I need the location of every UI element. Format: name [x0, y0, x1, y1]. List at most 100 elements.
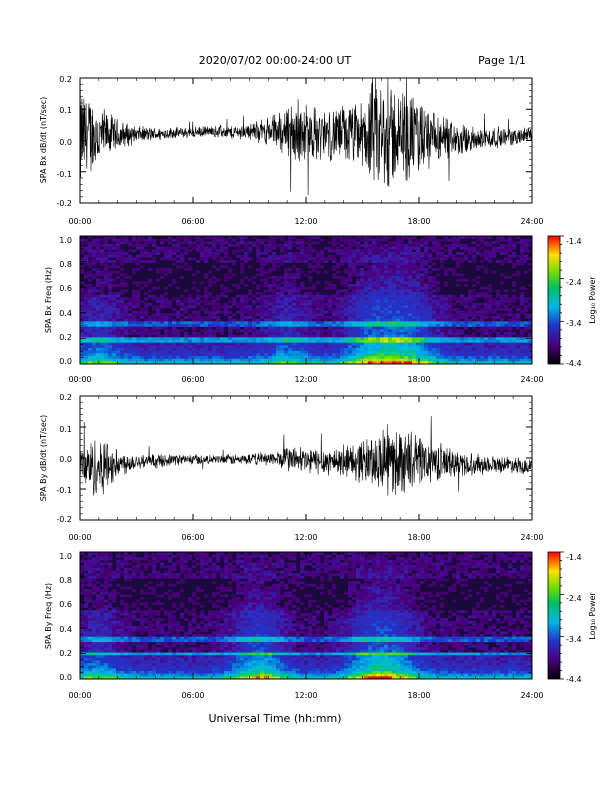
spectrogram-cell: [180, 324, 185, 327]
spectrogram-cell: [408, 252, 413, 255]
spectrogram-cell: [224, 305, 229, 309]
spectrogram-cell: [260, 353, 265, 357]
spectrogram-cell: [484, 292, 489, 295]
spectrogram-cell: [84, 565, 89, 569]
spectrogram-cell: [164, 249, 169, 253]
spectrogram-cell: [408, 316, 413, 319]
spectrogram-cell: [80, 353, 85, 357]
spectrogram-cell: [228, 300, 233, 303]
spectrogram-cell: [200, 281, 205, 285]
spectrogram-cell: [320, 358, 325, 362]
spectrogram-cell: [140, 591, 145, 595]
spectrogram-cell: [348, 254, 353, 258]
spectrogram-cell: [140, 313, 145, 317]
spectrogram-cell: [512, 265, 517, 269]
spectrogram-cell: [300, 340, 305, 343]
spectrogram-cell: [496, 246, 501, 250]
spectrogram-cell: [244, 308, 249, 311]
spectrogram-cell: [352, 244, 357, 247]
spectrogram-cell: [352, 350, 357, 354]
spectrogram-cell: [344, 332, 349, 335]
spectrogram-cell: [344, 324, 349, 327]
spectrogram-cell: [356, 241, 361, 245]
spectrogram-cell: [136, 671, 141, 675]
spectrogram-cell: [88, 292, 93, 295]
spectrogram-cell: [312, 316, 317, 319]
spectrogram-cell: [88, 278, 93, 282]
spectrogram-cell: [128, 660, 133, 664]
spectrogram-cell: [512, 236, 517, 239]
spectrogram-cell: [276, 332, 281, 335]
spectrogram-cell: [128, 649, 133, 653]
spectrogram-cell: [184, 342, 189, 346]
spectrogram-cell: [484, 294, 489, 298]
spectrogram-cell: [196, 356, 201, 359]
spectrogram-cell: [432, 294, 437, 298]
spectrogram-cell: [316, 310, 321, 314]
spectrogram-cell: [240, 238, 245, 242]
spectrogram-cell: [140, 310, 145, 314]
spectrogram-cell: [264, 305, 269, 309]
spectrogram-cell: [312, 332, 317, 335]
spectrogram-cell: [232, 324, 237, 327]
spectrogram-cell: [300, 329, 305, 333]
spectrogram-cell: [120, 657, 125, 661]
spectrogram-cell: [312, 324, 317, 327]
spectrogram-cell: [404, 300, 409, 303]
x-tick-label: 12:00: [294, 691, 317, 700]
spectrogram-cell: [396, 310, 401, 314]
spectrogram-cell: [264, 246, 269, 250]
spectrogram-cell: [324, 324, 329, 327]
spectrogram-cell: [356, 286, 361, 290]
spectrogram-cell: [100, 294, 105, 298]
spectrogram-cell: [496, 236, 501, 239]
spectrogram-cell: [216, 308, 221, 311]
spectrogram-cell: [304, 249, 309, 253]
spectrogram-cell: [104, 342, 109, 346]
spectrogram-cell: [160, 602, 165, 606]
spectrogram-cell: [508, 276, 513, 279]
spectrogram-cell: [88, 284, 93, 287]
spectrogram-cell: [88, 615, 93, 619]
spectrogram-cell: [160, 318, 165, 322]
spectrogram-cell: [368, 300, 373, 303]
spectrogram-cell: [296, 324, 301, 327]
spectrogram-cell: [460, 297, 465, 301]
spectrogram-cell: [424, 300, 429, 303]
spectrogram-cell: [100, 297, 105, 301]
spectrogram-cell: [428, 329, 433, 333]
spectrogram-cell: [368, 302, 373, 306]
spectrogram-cell: [132, 244, 137, 247]
spectrogram-cell: [216, 329, 221, 333]
spectrogram-cell: [88, 340, 93, 343]
spectrogram-cell: [156, 602, 161, 606]
spectrogram-cell: [184, 238, 189, 242]
spectrogram-cell: [384, 356, 389, 359]
spectrogram-cell: [224, 350, 229, 354]
spectrogram-cell: [132, 326, 137, 330]
spectrogram-cell: [368, 326, 373, 330]
spectrogram-cell: [96, 302, 101, 306]
spectrogram-cell: [396, 313, 401, 317]
spectrogram-cell: [260, 268, 265, 271]
spectrogram-cell: [92, 552, 97, 555]
spectrogram-cell: [380, 361, 385, 365]
spectrogram-cell: [144, 302, 149, 306]
spectrogram-cell: [488, 249, 493, 253]
spectrogram-cell: [488, 236, 493, 239]
spectrogram-cell: [424, 321, 429, 325]
spectrogram-cell: [80, 626, 85, 630]
spectrogram-cell: [332, 313, 337, 317]
spectrogram-cell: [168, 246, 173, 250]
spectrogram-cell: [520, 300, 525, 303]
spectrogram-cell: [448, 353, 453, 357]
spectrogram-cell: [136, 297, 141, 301]
spectrogram-cell: [352, 361, 357, 365]
spectrogram-cell: [308, 246, 313, 250]
spectrogram-cell: [332, 302, 337, 306]
spectrogram-cell: [168, 238, 173, 242]
spectrogram-cell: [88, 636, 93, 640]
spectrogram-cell: [236, 356, 241, 359]
spectrogram-cell: [84, 559, 89, 563]
spectrogram-cell: [148, 321, 153, 325]
